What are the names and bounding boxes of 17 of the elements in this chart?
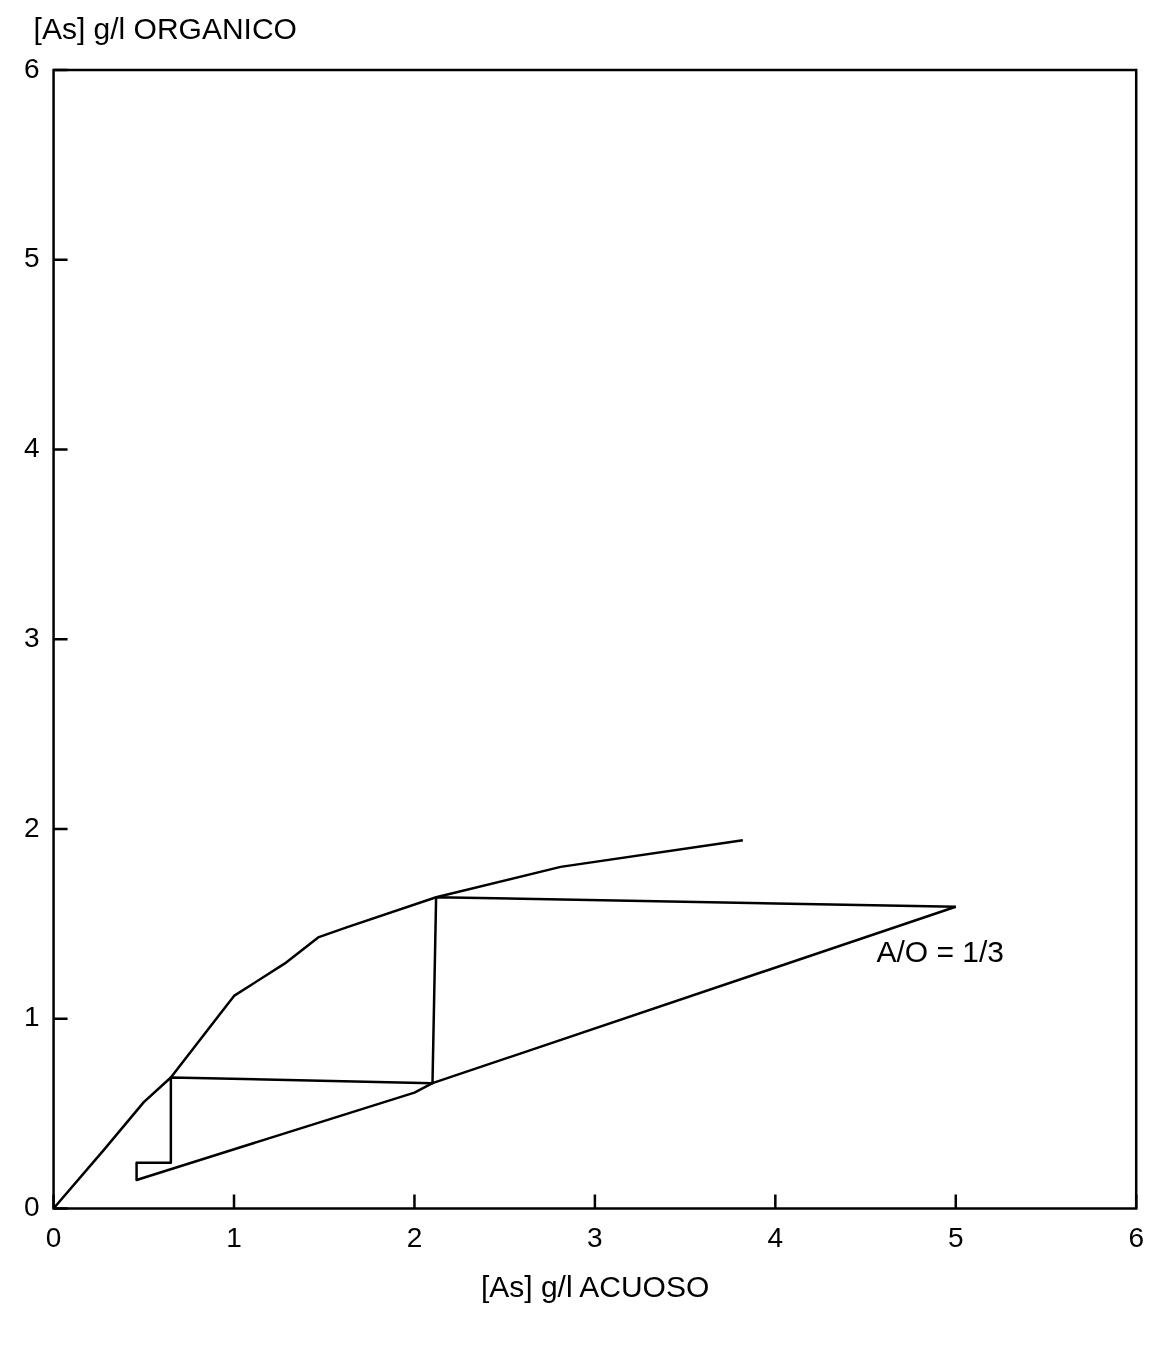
x-tick-label: 6 — [1128, 1221, 1144, 1253]
y-tick-label: 0 — [23, 1191, 40, 1223]
y-tick-label: 6 — [23, 52, 40, 84]
x-tick-label: 3 — [587, 1221, 603, 1253]
x-tick-label: 5 — [947, 1221, 964, 1253]
x-tick-label: 1 — [226, 1221, 242, 1253]
y-axis-title: [As] g/l ORGANICO — [33, 12, 297, 46]
annotation: A/O = 1/3 — [876, 935, 1004, 970]
y-tick-label: 1 — [23, 1001, 40, 1033]
x-axis-title: [As] g/l ACUOSO — [480, 1270, 710, 1305]
y-tick-label: 2 — [23, 811, 40, 843]
x-tick-label: 4 — [767, 1221, 784, 1253]
y-tick-label: 3 — [23, 621, 40, 653]
x-tick-label: 0 — [45, 1221, 62, 1253]
y-tick-label: 4 — [23, 432, 40, 464]
y-tick-label: 5 — [23, 242, 40, 274]
x-tick-label: 2 — [406, 1221, 423, 1253]
